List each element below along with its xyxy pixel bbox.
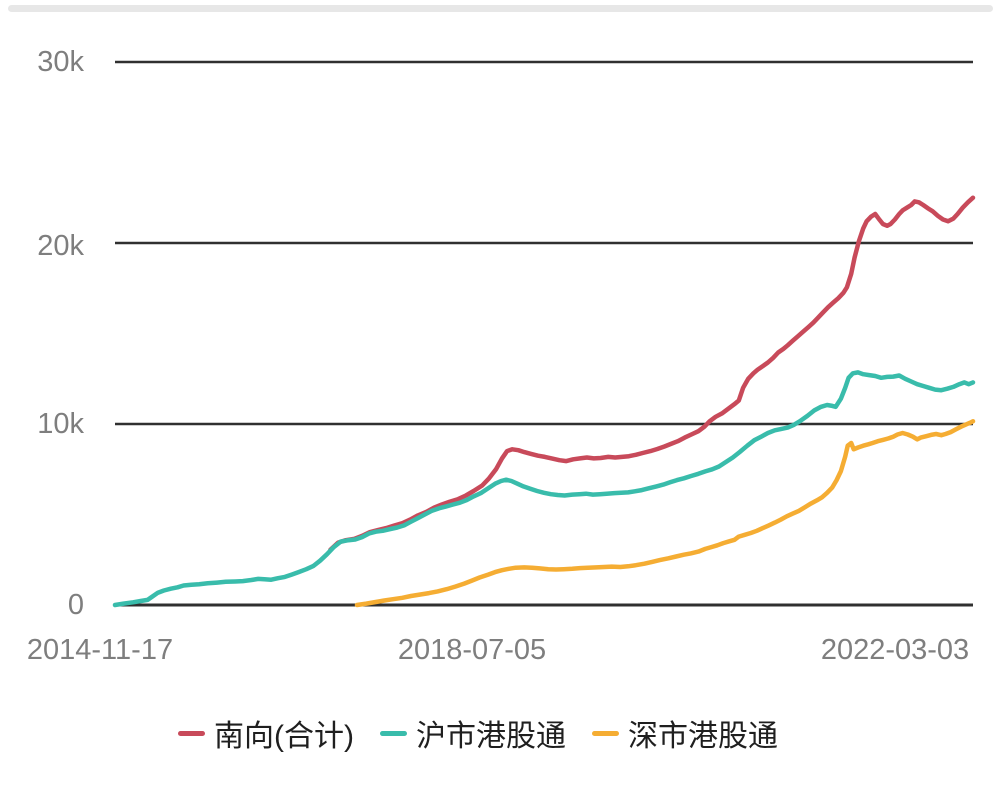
series-line-0[interactable] — [328, 195, 976, 553]
legend-swatch — [178, 730, 205, 736]
series-line-2[interactable] — [354, 419, 976, 608]
legend-item-sh-connect[interactable]: 沪市港股通 — [379, 711, 566, 755]
legend-label: 沪市港股通 — [415, 720, 566, 753]
y-tick-10k: 10k — [37, 408, 84, 440]
legend-item-southbound-total[interactable]: 南向(合计) — [178, 711, 354, 755]
legend-label: 深市港股通 — [627, 720, 778, 753]
y-tick-30k: 30k — [37, 46, 84, 78]
legend-swatch — [591, 730, 619, 736]
legend: 南向(合计) 沪市港股通 深市港股通 — [178, 711, 804, 755]
y-tick-20k: 20k — [37, 230, 84, 262]
card-top-divider — [8, 5, 993, 12]
legend-item-sz-connect[interactable]: 深市港股通 — [591, 711, 778, 755]
x-tick-start: 2014-11-17 — [26, 634, 174, 666]
legend-swatch — [379, 730, 407, 736]
series-line-1[interactable] — [112, 370, 976, 608]
legend-label: 南向(合计) — [214, 720, 354, 753]
y-tick-0: 0 — [67, 589, 84, 621]
x-tick-middle: 2018-07-05 — [397, 634, 547, 666]
x-tick-end: 2022-03-03 — [820, 634, 970, 666]
